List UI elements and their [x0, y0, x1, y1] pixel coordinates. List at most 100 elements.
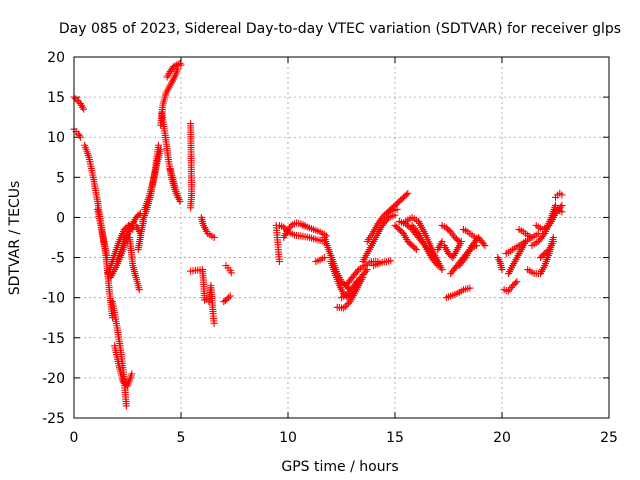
- data-point-plus: [341, 302, 349, 310]
- series-arc32: [338, 266, 371, 302]
- y-tick-label: -15: [42, 331, 65, 347]
- data-point-plus: [155, 141, 163, 149]
- data-point-plus: [434, 262, 442, 270]
- data-point-plus: [128, 370, 136, 378]
- data-point-plus: [80, 105, 88, 113]
- data-point-plus: [402, 191, 410, 199]
- series-arc49: [494, 254, 506, 274]
- series-arc37: [382, 189, 412, 217]
- series-arc38: [391, 221, 420, 254]
- series-arc18: [187, 120, 196, 212]
- series-arc48: [459, 225, 480, 242]
- data-point-plus: [558, 201, 566, 209]
- data-point-plus: [343, 301, 351, 309]
- y-tick-label: -20: [42, 371, 65, 387]
- data-point-plus: [227, 269, 235, 277]
- series-arc19: [187, 266, 209, 304]
- data-point-plus: [171, 62, 179, 70]
- series-arc58: [554, 205, 566, 216]
- data-point-plus: [376, 216, 384, 224]
- data-point-plus: [375, 218, 383, 226]
- data-point-plus: [176, 197, 184, 205]
- data-point-plus: [344, 299, 352, 307]
- series-arc44: [440, 238, 465, 262]
- data-point-plus: [552, 201, 559, 209]
- data-point-plus: [472, 234, 480, 242]
- data-point-plus: [413, 228, 421, 236]
- data-point-plus: [466, 284, 474, 292]
- data-point-plus: [210, 319, 218, 327]
- data-point-plus: [460, 255, 468, 263]
- data-point-plus: [404, 189, 412, 197]
- data-point-plus: [438, 238, 446, 246]
- data-point-plus: [374, 220, 382, 228]
- plot-frame: [73, 56, 610, 419]
- series-arc24: [272, 221, 283, 266]
- data-point-plus: [558, 191, 566, 199]
- series-arc13: [141, 145, 165, 213]
- series-arc5: [109, 298, 130, 410]
- series-arc23: [222, 262, 235, 277]
- series-arc43: [438, 221, 463, 246]
- data-point-plus: [433, 260, 441, 268]
- series-arc42: [434, 238, 446, 254]
- data-point-plus: [362, 267, 370, 275]
- data-point-plus: [75, 132, 83, 140]
- data-point-plus: [438, 266, 446, 274]
- x-tick-label: 15: [386, 430, 404, 446]
- data-point-plus: [73, 96, 81, 104]
- data-point-plus: [176, 59, 184, 67]
- data-point-plus: [187, 204, 195, 212]
- data-point-plus: [549, 238, 557, 246]
- data-point-plus: [287, 222, 295, 230]
- series-arc4: [94, 205, 111, 262]
- y-tick-label: 0: [56, 210, 65, 226]
- data-point-plus: [379, 213, 387, 221]
- y-tick-label: 20: [47, 50, 65, 66]
- x-tick-label: 20: [493, 430, 511, 446]
- data-point-plus: [320, 254, 328, 262]
- data-point-plus: [122, 402, 130, 410]
- data-point-plus: [387, 257, 395, 265]
- data-point-plus: [103, 254, 111, 262]
- series-arc36: [370, 257, 395, 270]
- data-point-plus: [135, 211, 143, 219]
- series-arc28: [312, 254, 328, 266]
- series-arc31: [333, 274, 367, 312]
- data-point-plus: [528, 234, 536, 241]
- y-tick-label: -5: [51, 251, 65, 267]
- data-point-plus: [135, 286, 143, 294]
- series-arc10: [126, 234, 143, 294]
- data-point-plus: [498, 266, 506, 274]
- x-axis-label: GPS time / hours: [281, 459, 398, 475]
- x-tick-label: 10: [279, 430, 297, 446]
- series-arc47: [455, 234, 489, 270]
- series-arc45: [442, 284, 474, 302]
- x-tick-label: 5: [177, 430, 186, 446]
- data-point-plus: [340, 304, 348, 312]
- data-point-plus: [393, 205, 401, 213]
- data-point-plus: [157, 145, 165, 153]
- series-arc20: [203, 282, 218, 327]
- data-point-plus: [540, 231, 548, 239]
- y-tick-label: -25: [42, 411, 65, 427]
- series-arc50: [500, 278, 521, 295]
- data-point-plus: [170, 63, 178, 71]
- data-point-plus: [534, 229, 542, 237]
- data-point-plus: [210, 234, 218, 241]
- y-tick-label: 10: [47, 130, 65, 146]
- data-point-plus: [378, 215, 386, 223]
- data-point-plus: [225, 294, 233, 302]
- series-arc15: [163, 59, 185, 81]
- series-arc27: [299, 221, 331, 240]
- data-point-plus: [512, 279, 520, 287]
- data-point-plus: [223, 295, 231, 303]
- series-arc3: [81, 141, 117, 322]
- series-arc6: [111, 342, 136, 390]
- series-arc21: [197, 213, 218, 241]
- series-arc57: [552, 189, 566, 201]
- data-point-plus: [72, 95, 80, 103]
- data-point-plus: [226, 292, 234, 300]
- series-arc17: [166, 165, 184, 205]
